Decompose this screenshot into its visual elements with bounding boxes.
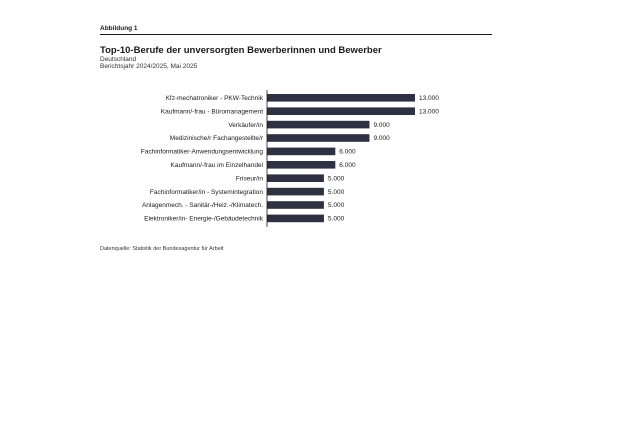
chart-subtitle-region: Deutschland <box>100 56 137 63</box>
value-label: 6.000 <box>339 162 356 169</box>
bar <box>267 147 336 156</box>
value-label: 5.000 <box>328 175 345 182</box>
value-label: 5.000 <box>328 216 345 223</box>
bar <box>267 94 415 102</box>
bar <box>267 161 336 169</box>
category-label: Kfz-mechatroniker - PKW-Technik <box>166 95 264 102</box>
category-label: Elektroniker/in- Energie-/Gebäudetechnik <box>144 216 264 223</box>
bar <box>267 120 370 129</box>
category-label: Verkäufer/in <box>228 122 263 129</box>
category-label: Medizinische/r Fachangestellte/r <box>170 135 264 142</box>
bar <box>267 187 324 196</box>
value-label: 5.000 <box>328 189 345 196</box>
bar <box>267 214 324 223</box>
bar <box>267 134 370 142</box>
bar <box>267 107 415 115</box>
value-label: 6.000 <box>339 149 356 156</box>
bar <box>267 174 324 182</box>
category-label: Anlagenmech. - Sanitär-/Heiz.-/Klimatech… <box>142 202 263 209</box>
category-label: Kaufmann/-frau - Büromanagement <box>161 108 263 115</box>
value-label: 13.000 <box>419 95 439 102</box>
value-label: 13.000 <box>419 108 439 115</box>
data-source-note: Datenquelle: Statistik der Bundesagentur… <box>100 246 224 252</box>
figure-label: Abbildung 1 <box>100 25 138 32</box>
bars-group: Kfz-mechatroniker - PKW-Technik 13.000 Kau… <box>141 94 439 223</box>
category-label: Fachinformatiker/in - Systemintegration <box>150 189 263 196</box>
chart-title: Top-10-Berufe der unversorgten Bewerberi… <box>100 45 382 56</box>
category-label: Friseur/in <box>236 175 263 182</box>
value-label: 9.000 <box>373 135 390 142</box>
chart-subtitle-period: Berichtsjahr 2024/2025, Mai 2025 <box>100 63 198 70</box>
value-label: 9.000 <box>373 122 390 129</box>
bar <box>267 201 324 209</box>
category-label: Fachinformatiker-Anwendungsentwicklung <box>141 149 264 156</box>
value-label: 5.000 <box>328 202 345 209</box>
category-label: Kaufmann/-frau im Einzelhandel <box>171 162 264 169</box>
header-rule <box>100 34 492 35</box>
